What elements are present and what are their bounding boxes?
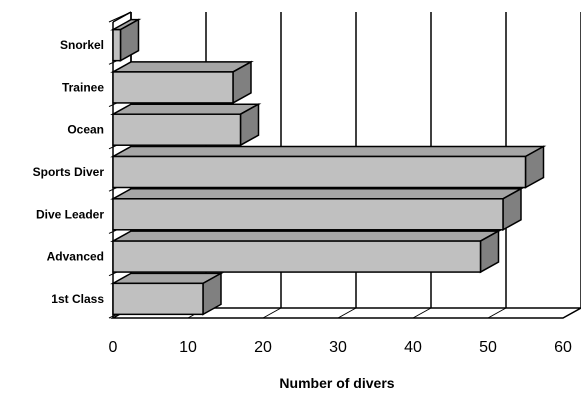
x-tick-label: 40: [404, 339, 422, 356]
category-label: Dive Leader: [36, 207, 104, 221]
bar-1st-class: [110, 272, 224, 316]
bar-top-face: [110, 145, 547, 158]
x-tick-label: 50: [479, 339, 497, 356]
x-tick-label: 0: [109, 339, 118, 356]
category-tick: [108, 11, 132, 23]
category-label: 1st Class: [51, 292, 104, 306]
x-tick-label: 20: [254, 339, 272, 356]
bar-trainee: [110, 60, 254, 105]
bar-front-face: [112, 71, 234, 104]
bar-sports-diver: [110, 145, 547, 189]
bar-top-face: [110, 103, 262, 115]
bar-snorkel: [110, 18, 142, 62]
bar-top-face: [110, 230, 502, 242]
bar-front-face: [112, 113, 242, 146]
category-label: Ocean: [67, 123, 104, 137]
category-label: Sports Diver: [33, 165, 105, 179]
floor-tick: [487, 307, 507, 319]
floor-tick: [562, 307, 581, 319]
bar-front-face: [112, 282, 204, 316]
floor-tick: [337, 307, 357, 319]
bar-top-face: [110, 188, 524, 200]
bar-top-face: [110, 61, 254, 73]
floor-tick: [412, 307, 432, 319]
floor-tick: [262, 307, 282, 319]
bar-ocean: [110, 102, 262, 147]
category-label: Advanced: [47, 250, 104, 264]
category-label: Snorkel: [60, 38, 104, 52]
bar-advanced: [110, 229, 502, 274]
x-axis-title: Number of divers: [279, 375, 394, 391]
bar-front-face: [112, 240, 482, 273]
bar-front-face: [112, 155, 527, 189]
x-tick-label: 10: [179, 339, 197, 356]
bars: [110, 18, 547, 316]
bar-front-face: [112, 198, 504, 231]
bar-dive-leader: [110, 187, 524, 232]
x-tick-labels: 0 10 20 30 40 50 60: [109, 339, 572, 356]
bar-front-face: [112, 28, 122, 62]
x-tick-label: 60: [554, 339, 572, 356]
category-labels: Snorkel Trainee Ocean Sports Diver Dive Lead…: [33, 38, 105, 306]
x-tick-label: 30: [329, 339, 347, 356]
category-label: Trainee: [62, 80, 104, 94]
